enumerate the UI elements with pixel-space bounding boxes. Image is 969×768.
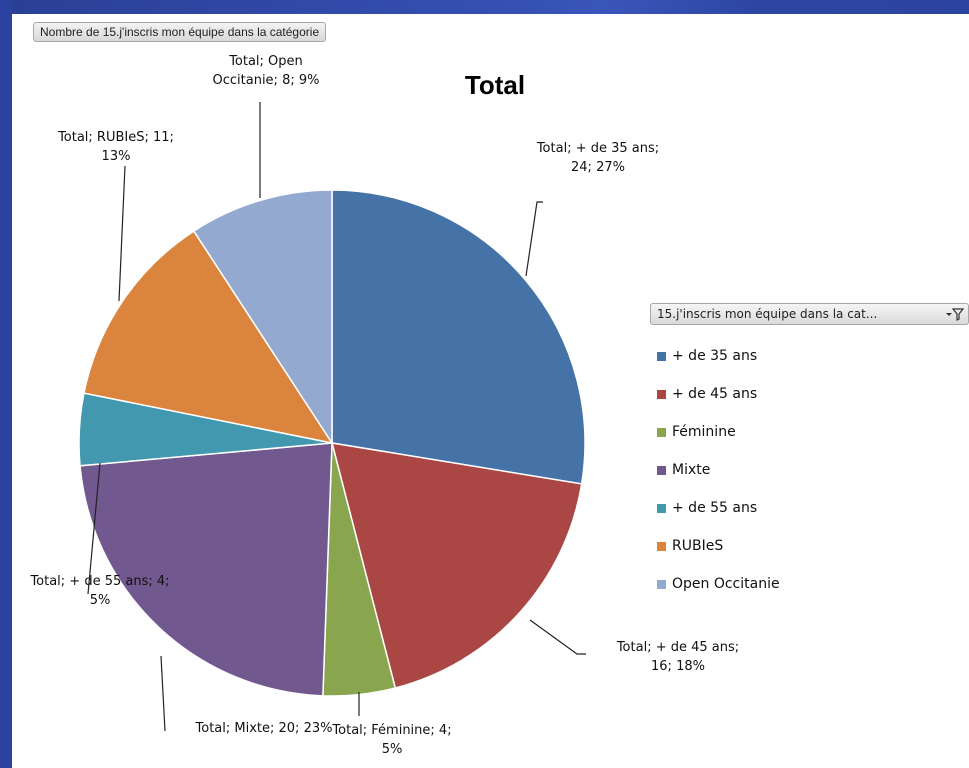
legend-field-label: 15.j'inscris mon équipe dans la cat... — [657, 307, 878, 321]
legend-swatch — [657, 579, 666, 589]
data-label-1: Total; + de 35 ans; 24; 27% — [536, 141, 660, 175]
legend-item: Open Occitanie — [657, 565, 780, 603]
legend-label: RUBIeS — [672, 538, 724, 554]
chart-title: Total — [464, 70, 526, 100]
legend-label: + de 35 ans — [672, 348, 758, 364]
legend-field-button[interactable]: 15.j'inscris mon équipe dans la cat... — [650, 303, 969, 325]
chart-panel: Nombre de 15.j'inscris mon équipe dans l… — [12, 14, 969, 768]
window-left-strip — [0, 0, 12, 768]
data-label-2: Total; + de 45 ans; 16; 18% — [616, 640, 740, 674]
leader-line-4 — [160, 655, 166, 732]
leader-line-5 — [87, 462, 101, 595]
legend-label: + de 45 ans — [672, 386, 758, 402]
leader-line-6 — [118, 165, 126, 302]
legend-item: + de 45 ans — [657, 375, 780, 413]
legend-label: + de 55 ans — [672, 500, 758, 516]
pie-slice-7[interactable] — [192, 189, 333, 446]
data-label-7: Total; Open Occitanie; 8; 9% — [212, 54, 320, 88]
pie-slice-1[interactable] — [331, 189, 586, 485]
filter-dropdown-icon[interactable] — [944, 307, 964, 321]
legend-item: Féminine — [657, 413, 780, 451]
legend-item: Mixte — [657, 451, 780, 489]
legend-item: + de 35 ans — [657, 337, 780, 375]
legend-swatch — [657, 465, 666, 475]
data-label-6: Total; RUBIeS; 11; 13% — [58, 130, 174, 164]
legend-label: Féminine — [672, 424, 736, 440]
pie-slice-4[interactable] — [79, 442, 333, 697]
legend-label: Open Occitanie — [672, 576, 780, 592]
legend-swatch — [657, 351, 666, 361]
legend-swatch — [657, 503, 666, 513]
legend-item: RUBIeS — [657, 527, 780, 565]
legend-item: + de 55 ans — [657, 489, 780, 527]
pie-slice-6[interactable] — [83, 230, 334, 445]
leader-line-1 — [525, 201, 543, 277]
value-field-button[interactable]: Nombre de 15.j'inscris mon équipe dans l… — [33, 22, 327, 42]
legend-swatch — [657, 541, 666, 551]
legend: + de 35 ans + de 45 ans Féminine Mixte + de … — [657, 337, 780, 603]
legend-swatch — [657, 389, 666, 399]
data-label-3: Total; Féminine; 4; 5% — [332, 723, 452, 757]
legend-label: Mixte — [672, 462, 711, 478]
leader-line-2 — [529, 619, 586, 655]
window-top-strip — [0, 0, 969, 14]
pie-chart — [78, 102, 586, 732]
data-label-4: Total; Mixte; 20; 23% — [195, 721, 333, 736]
legend-swatch — [657, 427, 666, 437]
data-label-5: Total; + de 55 ans; 4; 5% — [30, 574, 170, 608]
pie-slice-2[interactable] — [330, 442, 583, 689]
